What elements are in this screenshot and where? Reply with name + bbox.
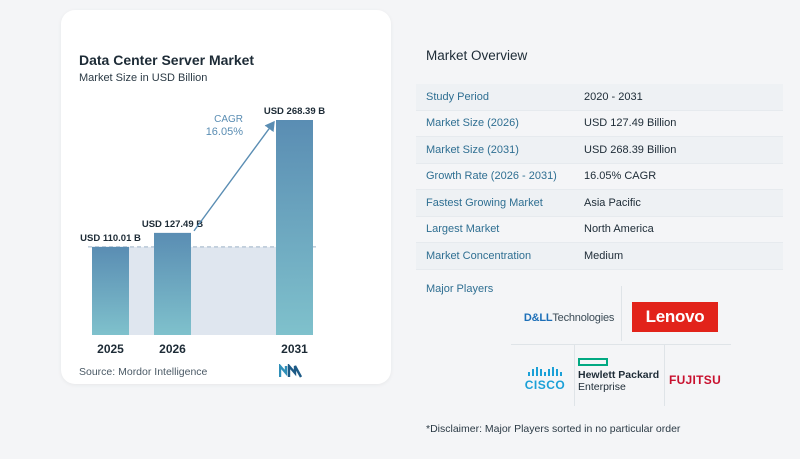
hpe-line1: Hewlett Packard <box>578 368 660 381</box>
overview-label: Market Size (2026) <box>426 117 519 130</box>
dell-brand: D&LL <box>523 312 553 324</box>
overview-row-fastest-growing: Fastest Growing Market Asia Pacific <box>416 190 783 217</box>
bar-2026 <box>154 232 191 335</box>
overview-value: North America <box>584 223 654 236</box>
overview-label: Fastest Growing Market <box>426 196 543 209</box>
overview-label: Market Concentration <box>426 249 532 262</box>
disclaimer: *Disclaimer: Major Players sorted in no … <box>426 423 681 435</box>
overview-row-growth-rate: Growth Rate (2026 - 2031) 16.05% CAGR <box>416 164 783 190</box>
hpe-element-icon <box>578 357 608 366</box>
data-label-2026: USD 127.49 B <box>142 219 203 230</box>
cisco-bars-icon <box>528 366 562 376</box>
overview-title: Market Overview <box>426 48 528 63</box>
overview-table: Study Period 2020 - 2031 Market Size (20… <box>416 84 783 270</box>
overview-label: Study Period <box>426 90 489 103</box>
cisco-wordmark: CISCO <box>524 377 566 392</box>
hpe-logo: Hewlett Packard Enterprise <box>578 350 666 400</box>
x-tick-2026: 2026 <box>159 342 186 356</box>
cisco-logo: CISCO <box>520 366 570 392</box>
cagr-arrow <box>193 120 275 232</box>
major-players-title: Major Players <box>426 283 494 295</box>
chart-title: Data Center Server Market <box>79 52 255 68</box>
divider <box>574 344 575 406</box>
overview-value: Asia Pacific <box>584 196 641 209</box>
x-tick-2031: 2031 <box>281 342 308 356</box>
mordor-intelligence-logo-icon <box>279 364 303 378</box>
overview-value: USD 127.49 Billion <box>584 117 677 130</box>
divider <box>664 344 665 406</box>
dell-technologies-logo: D&LL Technologies <box>519 307 619 329</box>
bar-2031 <box>276 120 313 335</box>
divider <box>621 286 622 341</box>
divider <box>511 344 731 345</box>
hpe-line2: Enterprise <box>578 380 626 393</box>
overview-label: Growth Rate (2026 - 2031) <box>426 170 557 183</box>
overview-value: USD 268.39 Billion <box>584 143 677 156</box>
overview-value: 16.05% CAGR <box>584 170 657 183</box>
source-text: Source: Mordor Intelligence <box>79 366 208 378</box>
cagr-label: CAGR <box>214 114 243 125</box>
overview-value: Medium <box>584 249 624 262</box>
lenovo-logo: Lenovo <box>632 302 718 332</box>
data-label-2031: USD 268.39 B <box>264 106 325 117</box>
overview-row-market-size-2026: Market Size (2026) USD 127.49 Billion <box>416 111 783 137</box>
overview-row-market-size-2031: Market Size (2031) USD 268.39 Billion <box>416 137 783 164</box>
fujitsu-logo: FUJITSU <box>668 373 722 387</box>
chart-subtitle: Market Size in USD Billion <box>79 72 208 84</box>
data-label-2025: USD 110.01 B <box>80 233 141 244</box>
bar-2025 <box>92 246 129 335</box>
overview-label: Largest Market <box>426 223 500 236</box>
overview-label: Market Size (2031) <box>426 143 519 156</box>
dell-suffix: Technologies <box>552 312 615 324</box>
overview-value: 2020 - 2031 <box>584 90 643 103</box>
cagr-value: 16.05% <box>206 126 244 138</box>
overview-row-largest-market: Largest Market North America <box>416 217 783 243</box>
overview-row-concentration: Market Concentration Medium <box>416 243 783 270</box>
overview-row-study-period: Study Period 2020 - 2031 <box>416 84 783 111</box>
x-tick-2025: 2025 <box>97 342 124 356</box>
bar-chart: USD 110.01 B 2025 USD 127.49 B 2026 USD 268.… <box>80 106 325 356</box>
